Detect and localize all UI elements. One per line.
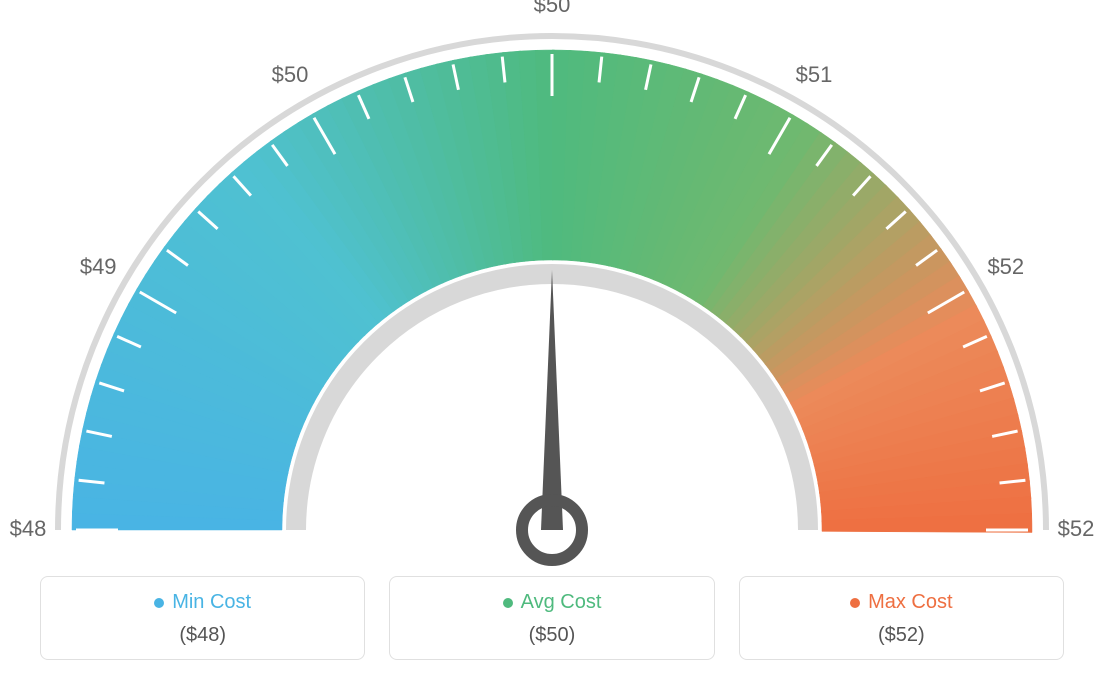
svg-text:$52: $52	[987, 254, 1024, 279]
svg-text:$52: $52	[1058, 516, 1095, 541]
legend-dot-min	[154, 598, 164, 608]
legend-text-max: Max Cost	[868, 591, 952, 614]
legend-value-max: ($52)	[740, 624, 1063, 647]
gauge-chart: $48 $49 $50 $50 $51 $52 $52	[0, 0, 1104, 570]
svg-text:$50: $50	[272, 62, 309, 87]
svg-text:$51: $51	[796, 62, 833, 87]
legend-dot-avg	[503, 598, 513, 608]
legend-row: Min Cost ($48) Avg Cost ($50) Max Cost (…	[40, 576, 1064, 660]
legend-dot-max	[850, 598, 860, 608]
svg-text:$48: $48	[10, 516, 47, 541]
legend-value-min: ($48)	[41, 624, 364, 647]
legend-card-max: Max Cost ($52)	[739, 576, 1064, 660]
legend-text-avg: Avg Cost	[521, 591, 602, 614]
legend-text-min: Min Cost	[172, 591, 251, 614]
svg-text:$50: $50	[534, 0, 571, 17]
svg-text:$49: $49	[80, 254, 117, 279]
legend-label-min: Min Cost	[154, 591, 251, 614]
legend-card-min: Min Cost ($48)	[40, 576, 365, 660]
gauge-svg: $48 $49 $50 $50 $51 $52 $52	[0, 0, 1104, 570]
legend-card-avg: Avg Cost ($50)	[389, 576, 714, 660]
legend-value-avg: ($50)	[390, 624, 713, 647]
legend-label-avg: Avg Cost	[503, 591, 602, 614]
legend-label-max: Max Cost	[850, 591, 952, 614]
